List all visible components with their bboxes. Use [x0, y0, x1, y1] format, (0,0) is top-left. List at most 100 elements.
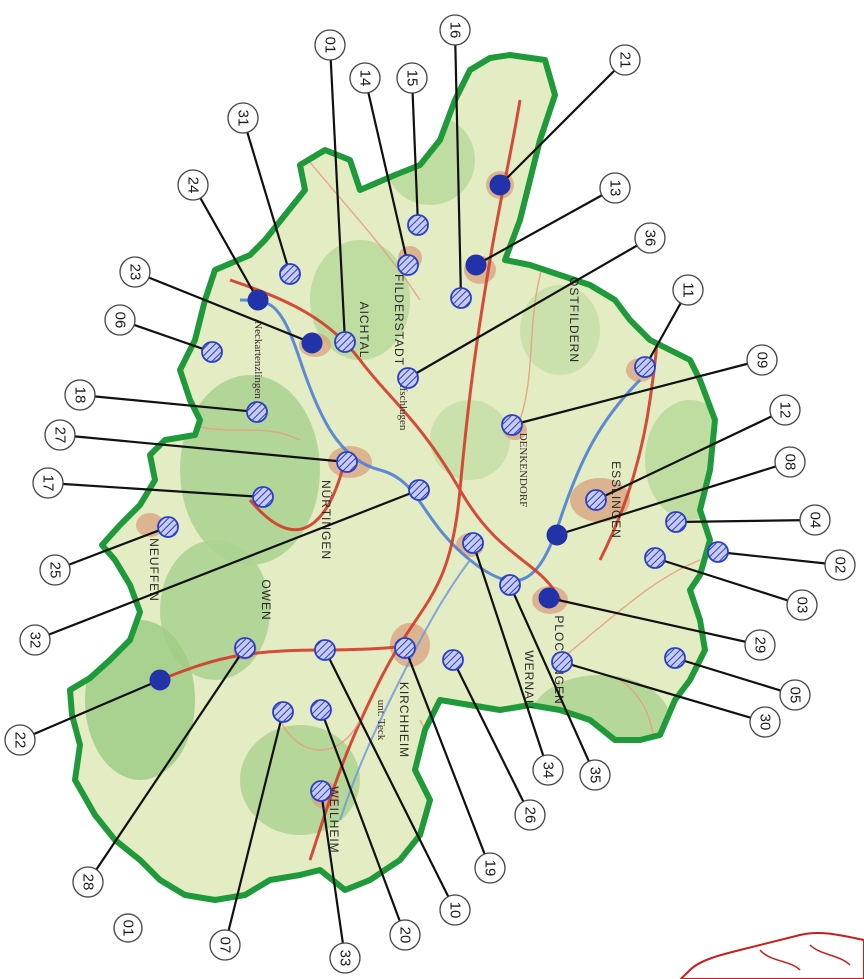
callout-line-13: [475, 187, 616, 266]
callout-label-circle-17: [32, 467, 64, 499]
callout-line-16: [453, 29, 463, 299]
callout-line-18: [79, 393, 258, 414]
callout-line-17: [47, 481, 264, 499]
marker-hatched-15[interactable]: [407, 214, 429, 236]
corner-label-text: 01: [120, 920, 137, 937]
marker-hatched-06[interactable]: [201, 341, 223, 363]
callout-line-03: [654, 556, 803, 607]
callout-line-24: [192, 184, 259, 301]
callout-label-15: 15: [404, 70, 421, 87]
marker-hatched-14[interactable]: [397, 254, 419, 276]
callout-line-29: [548, 596, 761, 647]
place-label: NEUFFEN: [147, 538, 161, 602]
place-label: OWEN: [259, 579, 273, 620]
marker-hatched-26[interactable]: [442, 649, 464, 671]
callout-line-23: [134, 270, 313, 345]
callout-label-36: 36: [642, 230, 659, 247]
callout-label-16: 16: [447, 22, 464, 39]
marker-hatched-30[interactable]: [551, 651, 573, 673]
marker-solid-21[interactable]: [489, 174, 511, 196]
callout-label-01: 01: [322, 37, 339, 54]
callout-label-circle-23: [119, 256, 151, 288]
callout-line-12: [595, 409, 786, 501]
place-label: WERNAU: [522, 650, 536, 709]
marker-hatched-16[interactable]: [450, 287, 472, 309]
callout-label-21: 21: [617, 52, 634, 69]
callout-label-circle-18: [64, 379, 96, 411]
marker-hatched-32[interactable]: [408, 479, 430, 501]
marker-solid-24[interactable]: [247, 289, 269, 311]
callout-label-circle-34: [532, 754, 564, 786]
marker-hatched-02[interactable]: [707, 541, 729, 563]
marker-hatched-12[interactable]: [585, 489, 607, 511]
marker-solid-13[interactable]: [465, 254, 487, 276]
callout-label-circle-24: [177, 169, 209, 201]
callout-label-31: 31: [235, 110, 252, 127]
place-label: WEILHEIM: [327, 786, 341, 853]
callout-label-circle-06: [104, 304, 136, 336]
marker-hatched-17[interactable]: [252, 486, 274, 508]
marker-hatched-35[interactable]: [499, 574, 521, 596]
callout-label-06: 06: [112, 312, 129, 329]
callout-label-04: 04: [807, 512, 824, 529]
callout-label-circle-26: [514, 799, 546, 831]
callout-label-circle-08: [774, 446, 806, 478]
callout-label-circle-13: [599, 172, 631, 204]
callout-label-05: 05: [787, 687, 804, 704]
marker-hatched-18[interactable]: [246, 401, 268, 423]
callout-line-02: [717, 550, 841, 567]
marker-solid-29[interactable]: [538, 587, 560, 609]
callout-line-32: [34, 488, 420, 642]
callout-line-30: [561, 660, 766, 724]
marker-solid-22[interactable]: [149, 669, 171, 691]
callout-label-circle-28: [72, 866, 104, 898]
marker-hatched-19[interactable]: [394, 637, 416, 659]
place-label: unt. Teck: [375, 700, 387, 741]
callout-label-33: 33: [337, 950, 354, 967]
marker-hatched-05[interactable]: [664, 647, 686, 669]
marker-hatched-34[interactable]: [462, 532, 484, 554]
callout-label-circle-12: [769, 394, 801, 426]
callout-line-35: [508, 584, 597, 776]
callout-label-circle-16: [439, 14, 471, 46]
callout-label-circle-11: [672, 274, 704, 306]
marker-hatched-27[interactable]: [336, 451, 358, 473]
callout-label-32: 32: [27, 632, 44, 649]
callout-label-12: 12: [777, 402, 794, 419]
callout-label-circle-29: [744, 629, 776, 661]
callout-line-31: [241, 117, 292, 275]
marker-hatched-20[interactable]: [310, 699, 332, 721]
marker-solid-08[interactable]: [546, 524, 568, 546]
callout-line-15: [410, 77, 420, 226]
marker-hatched-07[interactable]: [272, 701, 294, 723]
marker-hatched-10[interactable]: [314, 639, 336, 661]
callout-label-circle-07: [209, 929, 241, 961]
marker-hatched-04[interactable]: [665, 511, 687, 533]
callout-label-23: 23: [127, 264, 144, 281]
marker-solid-23[interactable]: [301, 332, 323, 354]
place-label: DENKENDORF: [517, 433, 529, 508]
marker-hatched-11[interactable]: [634, 356, 656, 378]
marker-hatched-09[interactable]: [501, 414, 523, 436]
callout-line-36: [407, 237, 651, 379]
marker-hatched-03[interactable]: [644, 547, 666, 569]
marker-hatched-28[interactable]: [234, 637, 256, 659]
callout-label-18: 18: [72, 387, 89, 404]
marker-hatched-01[interactable]: [334, 331, 356, 353]
callout-label-07: 07: [217, 937, 234, 954]
callout-label-27: 27: [52, 427, 69, 444]
callout-label-10: 10: [447, 902, 464, 919]
callout-line-05: [674, 656, 796, 697]
marker-hatched-36[interactable]: [397, 367, 419, 389]
callout-label-35: 35: [587, 767, 604, 784]
callout-label-02: 02: [832, 557, 849, 574]
callout-label-circle-19: [474, 852, 506, 884]
place-label: OSTFILDERN: [567, 277, 581, 363]
marker-hatched-25[interactable]: [157, 516, 179, 538]
callout-label-24: 24: [185, 177, 202, 194]
marker-hatched-31[interactable]: [279, 263, 301, 285]
callout-label-circle-31: [227, 102, 259, 134]
marker-hatched-33[interactable]: [310, 780, 332, 802]
callout-label-circle-35: [579, 759, 611, 791]
callout-label-26: 26: [522, 807, 539, 824]
